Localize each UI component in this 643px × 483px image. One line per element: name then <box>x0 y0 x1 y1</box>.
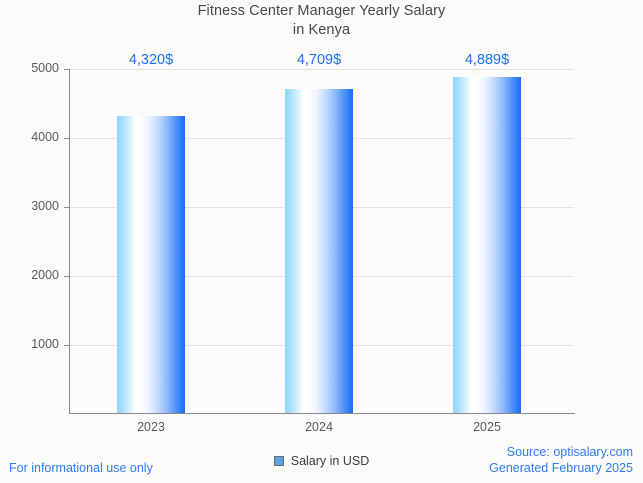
chart-title-line-1: Fitness Center Manager Yearly Salary <box>197 3 446 19</box>
y-tick-label-5000: 5000 <box>31 61 59 75</box>
x-tick-label-2024: 2024 <box>305 420 333 434</box>
bar-2023[interactable] <box>117 116 185 413</box>
y-tick-mark-2000 <box>64 276 70 277</box>
chart-title: Fitness Center Manager Yearly Salary in … <box>0 2 643 40</box>
chart-title-line-2: in Kenya <box>292 22 351 38</box>
bar-value-2024: 4,709$ <box>296 52 342 68</box>
plot-area <box>70 69 574 413</box>
footer-source[interactable]: Source: optisalary.com <box>506 445 633 459</box>
y-tick-label-3000: 3000 <box>31 199 59 213</box>
bar-2024[interactable] <box>285 89 353 413</box>
legend-item-label: Salary in USD <box>290 454 370 468</box>
y-tick-mark-4000 <box>64 138 70 139</box>
y-tick-label-4000: 4000 <box>31 130 59 144</box>
bar-2025[interactable] <box>453 77 521 413</box>
y-tick-mark-3000 <box>64 207 70 208</box>
x-tick-label-2023: 2023 <box>137 420 165 434</box>
legend-item-salary-in-usd[interactable]: Salary in USD <box>269 452 374 470</box>
x-tick-label-2025: 2025 <box>473 420 501 434</box>
y-tick-label-2000: 2000 <box>31 268 59 282</box>
footer-disclaimer: For informational use only <box>9 461 153 475</box>
y-axis-line <box>69 69 70 414</box>
bar-value-2023: 4,320$ <box>128 52 174 68</box>
y-tick-mark-5000 <box>64 69 70 70</box>
x-axis-line <box>69 413 575 414</box>
chart-legend: Salary in USD <box>0 452 643 470</box>
gridline-5000 <box>70 69 574 70</box>
y-tick-label-1000: 1000 <box>31 337 59 351</box>
footer-generated-date: Generated February 2025 <box>489 461 633 475</box>
footer-source-block: Source: optisalary.com Generated Februar… <box>489 444 633 476</box>
bar-value-2025: 4,889$ <box>464 52 510 68</box>
legend-swatch-icon <box>273 456 284 466</box>
y-tick-mark-1000 <box>64 345 70 346</box>
